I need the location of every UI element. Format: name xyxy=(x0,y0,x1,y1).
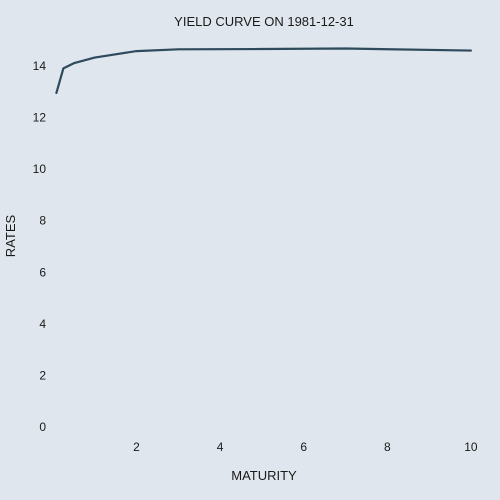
x-tick-label: 2 xyxy=(133,440,140,454)
x-tick-label: 10 xyxy=(464,440,478,454)
y-tick-label: 8 xyxy=(39,214,46,228)
x-axis-label: MATURITY xyxy=(231,468,297,483)
y-tick-label: 2 xyxy=(39,368,46,382)
y-axis-ticks: 0 2 4 6 8 10 12 14 xyxy=(33,59,47,434)
y-axis-label: RATES xyxy=(3,214,18,257)
y-tick-label: 6 xyxy=(39,265,46,279)
y-tick-label: 12 xyxy=(33,110,47,124)
y-tick-label: 10 xyxy=(33,162,47,176)
series-group xyxy=(55,47,473,95)
x-tick-label: 4 xyxy=(217,440,224,454)
chart-title: YIELD CURVE ON 1981-12-31 xyxy=(174,14,354,29)
x-tick-label: 8 xyxy=(384,440,391,454)
x-tick-label: 6 xyxy=(300,440,307,454)
y-tick-label: 0 xyxy=(39,420,46,434)
x-axis-ticks: 2 4 6 8 10 xyxy=(133,440,478,454)
y-tick-label: 4 xyxy=(39,317,46,331)
series-line xyxy=(55,47,473,95)
y-tick-label: 14 xyxy=(33,59,47,73)
